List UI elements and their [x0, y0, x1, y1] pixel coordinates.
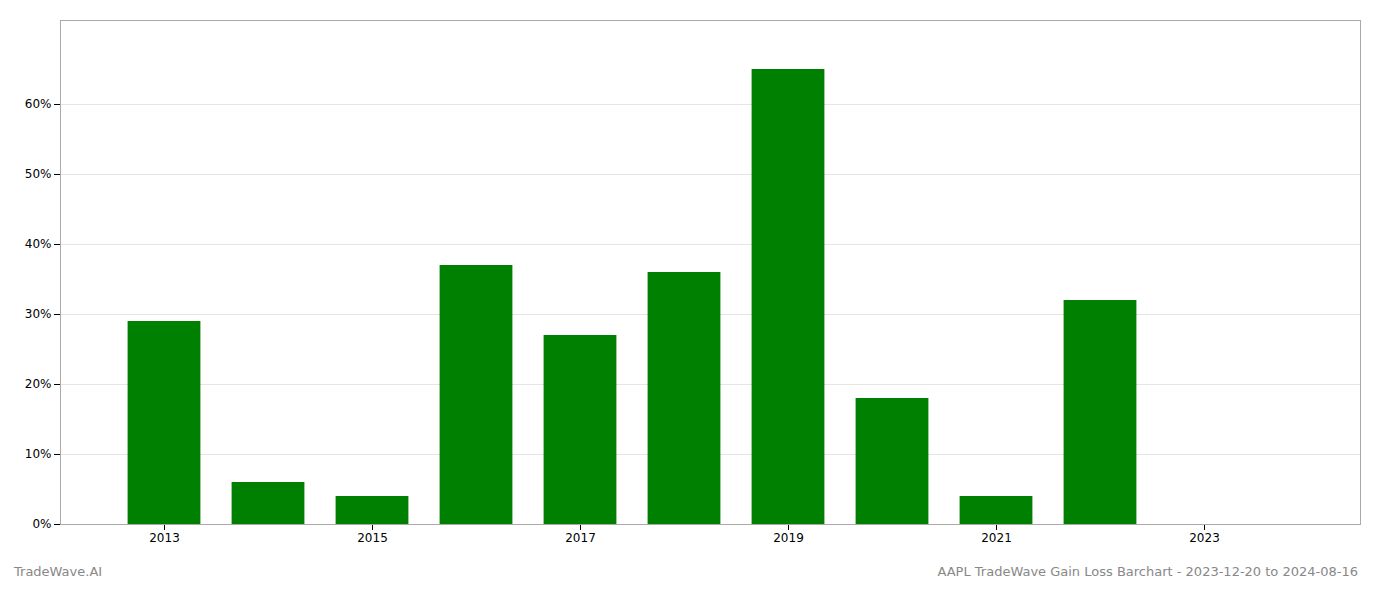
html-text:AAPL TradeWave Gain Loss Barch: AAPL TradeWave Gain Loss Barchart - 2023… [937, 564, 1358, 579]
svg-text:20%: 20% [25, 377, 52, 391]
svg-text:30%: 30% [25, 307, 52, 321]
svg-text:2021: 2021 [981, 531, 1012, 545]
svg-text:2019: 2019 [773, 531, 804, 545]
svg-text:2023: 2023 [1189, 531, 1220, 545]
svg-text:2013: 2013 [149, 531, 180, 545]
svg-text:0%: 0% [32, 517, 51, 531]
html-text:TradeWave.AI: TradeWave.AI [14, 564, 103, 579]
svg-text:2015: 2015 [357, 531, 388, 545]
svg-text:10%: 10% [25, 447, 52, 461]
svg-text:50%: 50% [25, 167, 52, 181]
svg-text:60%: 60% [25, 97, 52, 111]
svg-text:2017: 2017 [565, 531, 596, 545]
svg-text:40%: 40% [25, 237, 52, 251]
